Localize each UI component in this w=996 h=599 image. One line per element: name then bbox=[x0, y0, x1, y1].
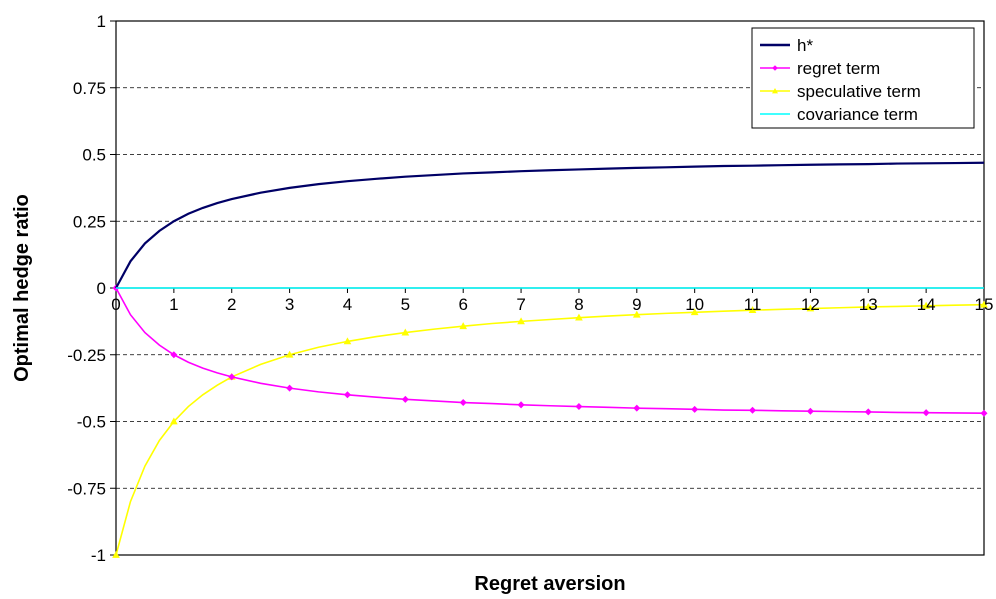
x-tick-label: 15 bbox=[975, 295, 994, 314]
data-point bbox=[691, 405, 699, 413]
x-tick-label: 0 bbox=[111, 295, 120, 314]
series-speculative-term bbox=[112, 300, 988, 558]
series-line-speculative-term bbox=[115, 303, 985, 556]
legend-label: covariance term bbox=[797, 105, 918, 124]
data-point bbox=[806, 304, 815, 312]
y-tick-label: 0.25 bbox=[73, 212, 106, 231]
legend-item-speculative-term: speculative term bbox=[760, 82, 921, 101]
x-tick-label: 14 bbox=[917, 295, 936, 314]
legend-item-h: h* bbox=[760, 36, 813, 55]
y-tick-label: 0 bbox=[97, 279, 106, 298]
legend-item-covariance-term: covariance term bbox=[760, 105, 918, 124]
data-point bbox=[922, 409, 930, 417]
data-point bbox=[690, 308, 699, 316]
series-layer bbox=[112, 161, 988, 558]
data-point bbox=[170, 351, 178, 359]
x-tick-label: 10 bbox=[685, 295, 704, 314]
data-point bbox=[459, 399, 467, 407]
data-point bbox=[806, 407, 814, 415]
data-point bbox=[575, 403, 583, 411]
data-point bbox=[864, 408, 872, 416]
data-point bbox=[285, 350, 294, 358]
data-point bbox=[401, 395, 409, 403]
data-point bbox=[980, 409, 988, 417]
legend-marker bbox=[772, 65, 778, 71]
y-tick-label: 0.75 bbox=[73, 79, 106, 98]
series-line-h bbox=[115, 161, 985, 289]
data-point bbox=[922, 301, 930, 309]
legend: h* regret term speculative term covariance … bbox=[751, 27, 975, 129]
y-tick-label: -0.25 bbox=[67, 346, 106, 365]
data-point bbox=[228, 373, 236, 381]
x-tick-label: 6 bbox=[458, 295, 467, 314]
legend-label: speculative term bbox=[797, 82, 921, 101]
data-point bbox=[633, 404, 641, 412]
x-tick-label: 8 bbox=[574, 295, 583, 314]
data-point bbox=[170, 417, 178, 425]
legend-marker bbox=[772, 88, 778, 94]
y-tick-label: 1 bbox=[97, 12, 106, 31]
data-point bbox=[749, 406, 757, 414]
x-tick-label: 9 bbox=[632, 295, 641, 314]
x-tick-label: 2 bbox=[227, 295, 236, 314]
data-point bbox=[517, 317, 525, 325]
data-point bbox=[343, 337, 352, 345]
y-tick-label: -0.75 bbox=[67, 479, 106, 498]
x-tick-label: 3 bbox=[285, 295, 294, 314]
data-point bbox=[864, 302, 873, 310]
y-tick-label: 0.5 bbox=[82, 146, 106, 165]
data-point bbox=[632, 310, 641, 318]
legend-label: h* bbox=[797, 36, 813, 55]
series-h bbox=[115, 161, 985, 289]
series-regret-term bbox=[112, 284, 988, 417]
series-line-regret-term bbox=[115, 287, 985, 415]
legend-label: regret term bbox=[797, 59, 880, 78]
legend-item-regret-term: regret term bbox=[760, 59, 880, 78]
data-point bbox=[286, 384, 294, 392]
x-axis-title: Regret aversion bbox=[474, 573, 625, 595]
data-point bbox=[575, 313, 583, 321]
y-tick-label: -0.5 bbox=[77, 413, 106, 432]
data-point bbox=[343, 391, 351, 399]
legend-items: h* regret term speculative term covariance … bbox=[760, 36, 921, 124]
x-tick-label: 4 bbox=[343, 295, 352, 314]
y-axis-title: Optimal hedge ratio bbox=[11, 194, 33, 382]
data-point bbox=[980, 300, 988, 308]
x-tick-label: 5 bbox=[401, 295, 410, 314]
data-point bbox=[401, 328, 410, 336]
x-tick-label: 13 bbox=[859, 295, 878, 314]
data-point bbox=[517, 401, 525, 409]
data-point bbox=[112, 550, 120, 558]
tick-labels: 10.750.50.250-0.25-0.5-0.75-10 1 2 3 4 5 6 7 8 9 1… bbox=[67, 12, 993, 565]
x-tick-label: 7 bbox=[516, 295, 525, 314]
x-tick-label: 1 bbox=[169, 295, 178, 314]
data-point bbox=[459, 322, 468, 330]
y-tick-label: -1 bbox=[91, 546, 106, 565]
data-point bbox=[748, 306, 757, 314]
x-tick-label: 11 bbox=[744, 295, 762, 314]
x-tick-label: 12 bbox=[801, 295, 820, 314]
